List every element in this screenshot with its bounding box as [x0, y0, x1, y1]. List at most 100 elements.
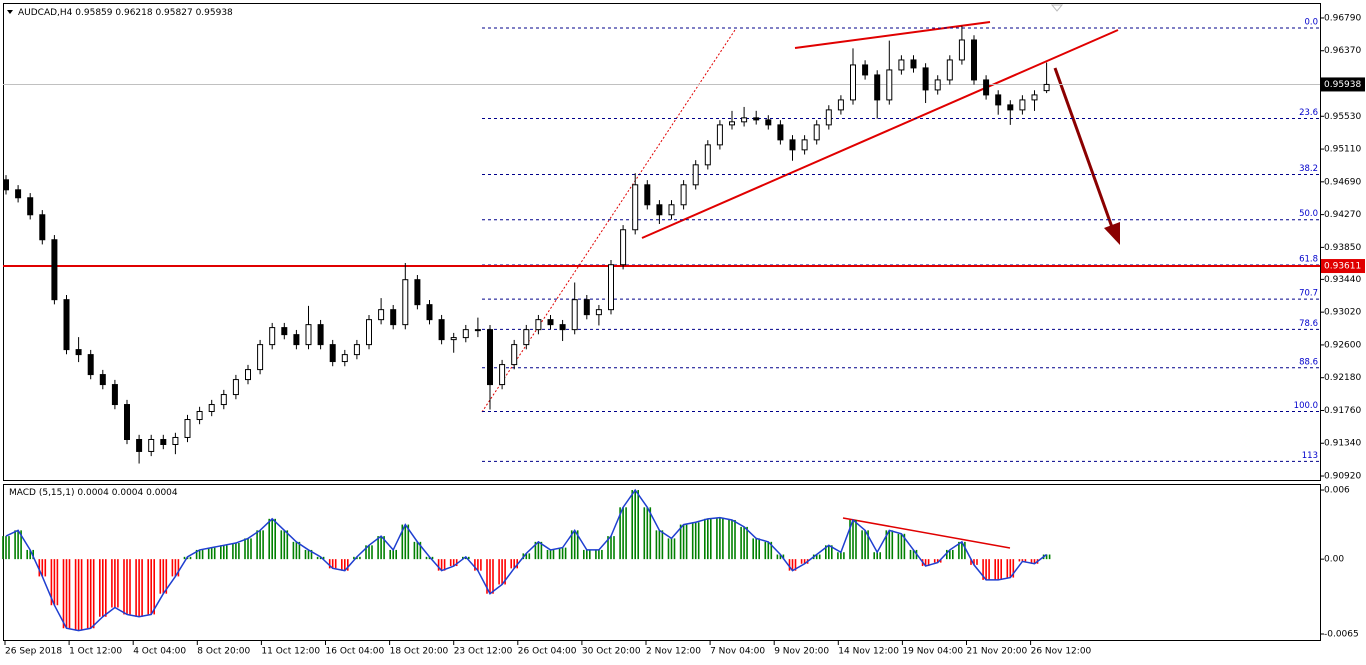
candle-body — [692, 164, 699, 186]
fib-label: 78.6 — [1299, 319, 1318, 329]
candle-body — [87, 354, 94, 376]
candle-body — [305, 324, 312, 346]
candle-body — [317, 324, 324, 346]
y-tick-label: 0.91760 — [1324, 406, 1361, 416]
low-value: 0.95827 — [155, 8, 192, 18]
close-value: 0.95938 — [196, 8, 233, 18]
candle-body — [111, 384, 118, 406]
candle-body — [886, 69, 893, 101]
candle-body — [934, 79, 941, 91]
fib-label: 23.6 — [1299, 108, 1318, 118]
fib-label: 100.0 — [1294, 401, 1318, 411]
y-tick-label: 0.91340 — [1324, 439, 1361, 449]
y-tick-label: 0.93020 — [1324, 308, 1361, 318]
menu-arrow — [7, 10, 13, 14]
y-tick-label: 0.006 — [1324, 486, 1350, 496]
candle-body — [511, 344, 518, 366]
candle-body — [850, 64, 856, 101]
candle-body — [946, 59, 953, 81]
candle-body — [196, 410, 203, 421]
candle-body — [329, 344, 336, 363]
histogram-value: 0.0004 — [146, 488, 178, 498]
candle-body — [620, 229, 627, 266]
high-value: 0.96218 — [115, 8, 152, 18]
candle-body — [825, 109, 832, 126]
candle-body — [378, 309, 385, 321]
candle-body — [3, 179, 9, 191]
x-tick-label: 16 Oct 04:00 — [326, 647, 385, 657]
candle-body — [366, 319, 372, 346]
candle-body — [777, 124, 784, 141]
candle-body — [595, 309, 602, 316]
candle-body — [341, 354, 348, 363]
x-tick-label: 30 Oct 20:00 — [582, 647, 641, 657]
x-tick-label: 8 Oct 20:00 — [197, 647, 250, 657]
candle-body — [837, 99, 844, 111]
fib-label: 50.0 — [1299, 209, 1318, 219]
candle-body — [789, 139, 796, 151]
candle-body — [269, 327, 276, 346]
macd-histogram — [2, 490, 1051, 631]
symbol: AUDCAD,H4 — [18, 8, 73, 18]
candle-body — [644, 184, 651, 206]
candle-body — [741, 117, 748, 123]
candle-body — [1031, 94, 1038, 101]
current-price-box — [1321, 77, 1365, 92]
x-tick-label: 26 Sep 2018 — [5, 647, 62, 657]
resistance-trendline — [794, 21, 991, 49]
candle-body — [450, 337, 457, 341]
candle-body — [474, 329, 481, 332]
candle-body — [245, 369, 251, 381]
fib-label: 0.0 — [1304, 17, 1318, 27]
candle-body — [547, 319, 554, 326]
candle-body — [438, 319, 445, 341]
candle-body — [184, 419, 191, 438]
candle-body — [862, 64, 869, 76]
candle-body — [51, 239, 58, 301]
x-tick-label: 19 Nov 04:00 — [902, 647, 963, 657]
level-box — [1321, 259, 1365, 274]
candle-body — [910, 59, 917, 69]
y-tick-label: 0.96370 — [1324, 46, 1361, 56]
y-tick-label: 0.93440 — [1324, 275, 1361, 285]
candle-body — [1007, 104, 1014, 111]
candle-body — [136, 439, 143, 452]
macd-divergence-line — [842, 517, 1011, 549]
candle-body — [499, 364, 506, 386]
candle-body — [583, 299, 590, 316]
candle-body — [1019, 99, 1026, 111]
fib-label: 61.8 — [1299, 254, 1318, 264]
candle-body — [232, 379, 239, 396]
candle-body — [390, 309, 397, 326]
candle-body — [898, 59, 905, 71]
candle-body — [704, 144, 711, 166]
candle-body — [160, 439, 167, 445]
candle-body — [523, 329, 530, 346]
chart-header: AUDCAD,H4 0.95859 0.96218 0.95827 0.9593… — [18, 8, 233, 18]
x-tick-label: 7 Nov 04:00 — [710, 647, 765, 657]
candle-body — [27, 197, 34, 216]
candle-body — [426, 304, 433, 321]
y-tick-label: 0.95530 — [1324, 112, 1361, 122]
candle-body — [257, 344, 264, 371]
open-value: 0.95859 — [75, 8, 112, 18]
candle-body — [39, 214, 46, 241]
candle-body — [1043, 83, 1050, 92]
y-tick-label: 0.90920 — [1324, 472, 1361, 482]
y-tick-label: 0.92600 — [1324, 340, 1361, 350]
signal-value: 0.0004 — [112, 488, 144, 498]
y-tick-label: -0.0065 — [1324, 630, 1359, 640]
y-tick-label: 0.96790 — [1324, 13, 1361, 23]
candle-body — [414, 279, 421, 306]
x-tick-label: 9 Nov 20:00 — [774, 647, 829, 657]
candle-body — [680, 184, 687, 206]
candle-body — [148, 439, 155, 452]
candle-body — [801, 139, 808, 151]
candle-body — [716, 124, 723, 146]
x-tick-label: 23 Oct 12:00 — [454, 647, 513, 657]
y-tick-label: 0.94270 — [1324, 210, 1361, 220]
candle-body — [971, 39, 977, 81]
shift-marker — [1050, 4, 1064, 12]
x-tick-label: 1 Oct 12:00 — [69, 647, 122, 657]
candle-body — [995, 94, 1002, 106]
